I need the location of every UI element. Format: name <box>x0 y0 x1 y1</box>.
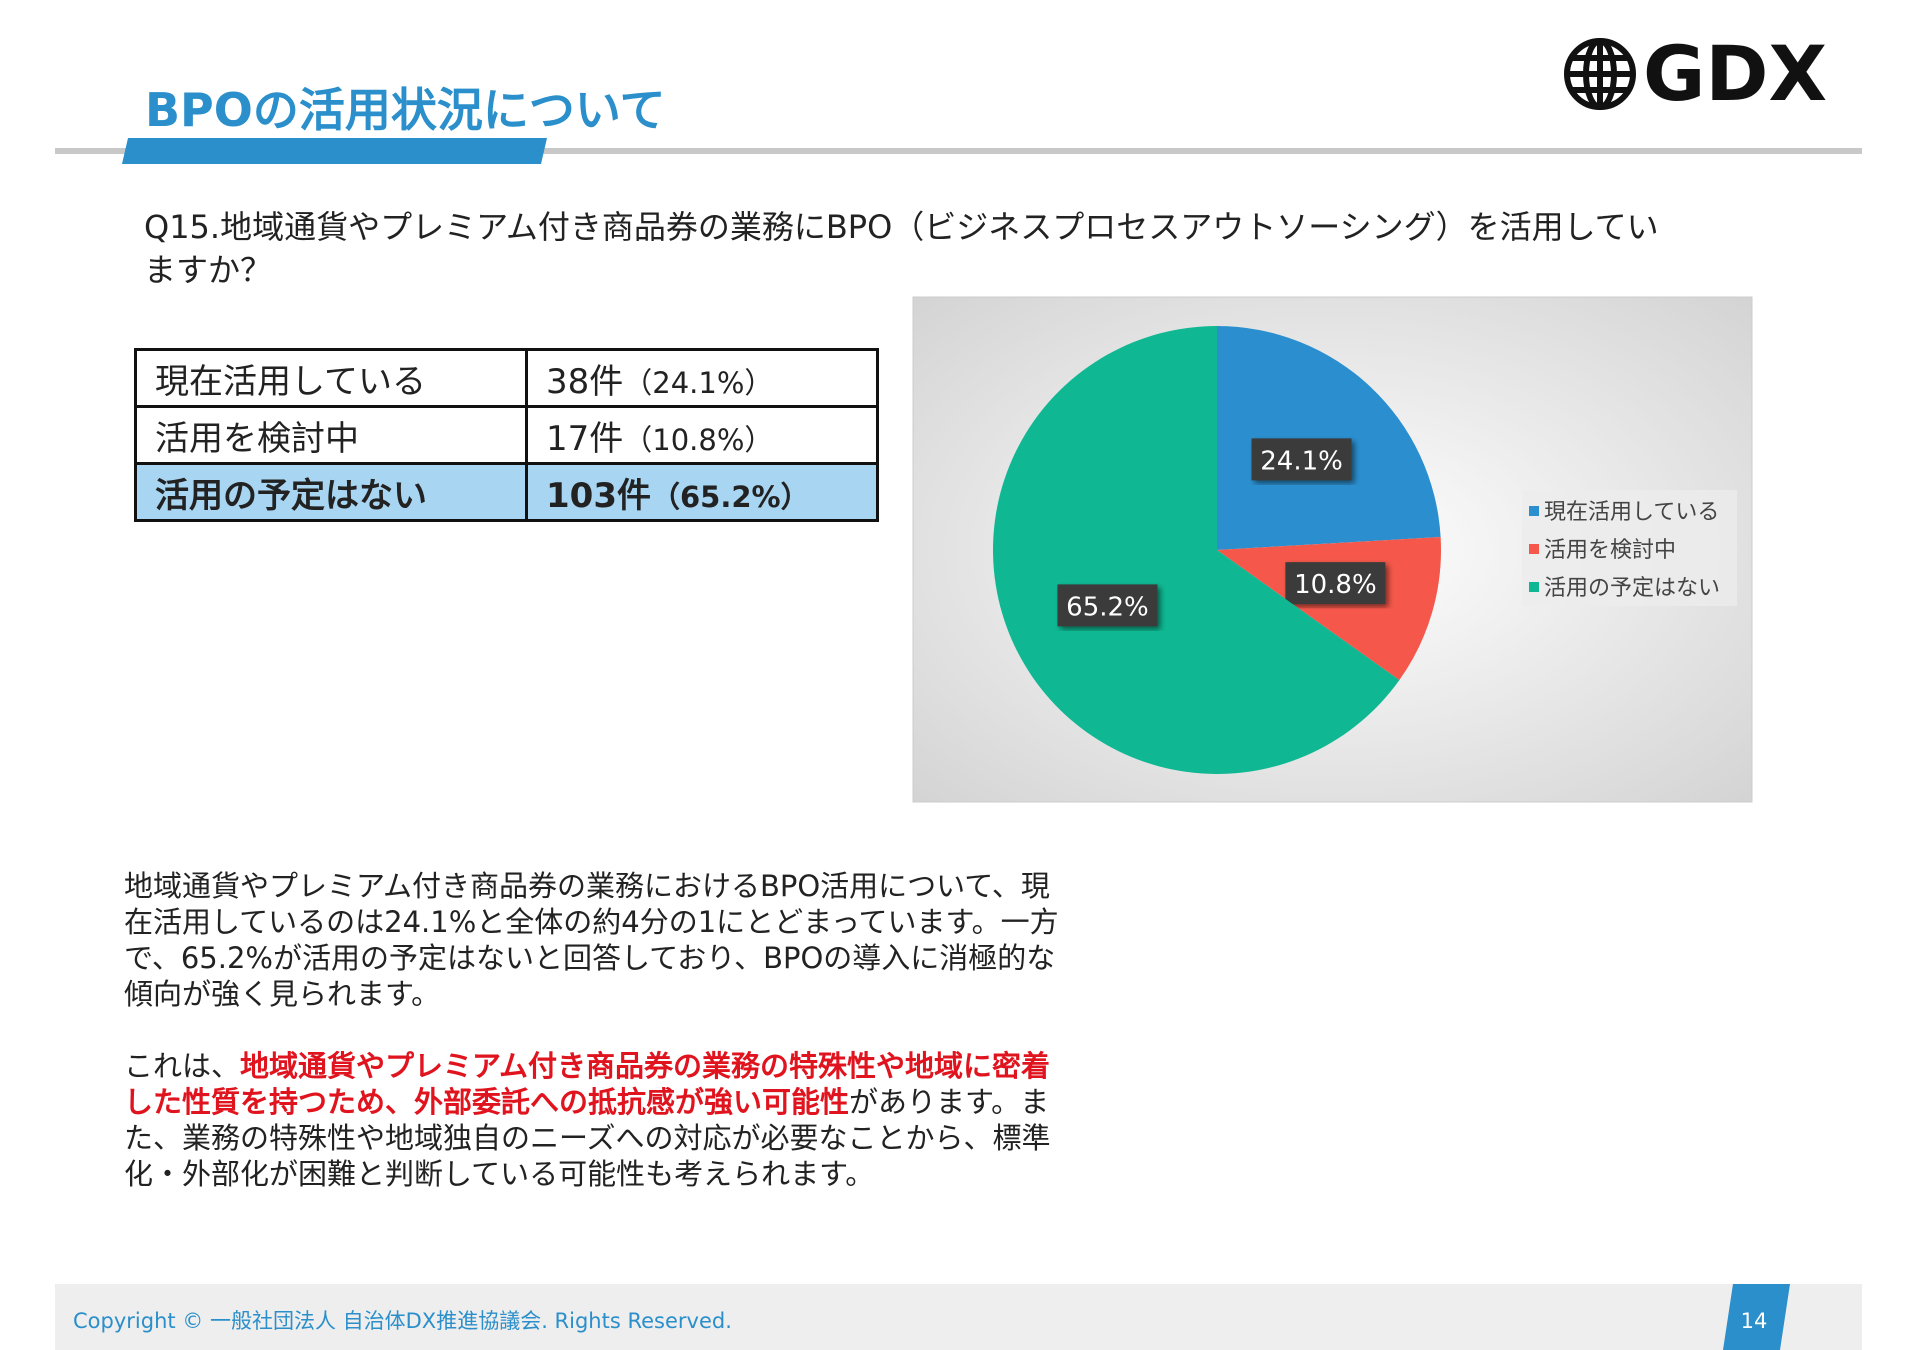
legend-label: 現在活用している <box>1544 500 1719 525</box>
logo-globe <box>1564 38 1636 110</box>
count: 103件 <box>546 475 651 516</box>
legend-box <box>1522 490 1737 606</box>
pie-slice <box>1217 326 1441 550</box>
text: があります。また、業務の特殊性や地域独自のニーズへの対応が必要なことから、標準化… <box>124 1085 1051 1191</box>
data-label-box <box>1251 438 1352 481</box>
percent: （24.1%） <box>623 365 774 400</box>
data-label: 24.1% <box>1260 446 1343 476</box>
legend-swatch <box>1529 582 1539 592</box>
pie-slice <box>992 326 1400 775</box>
text: これは、 <box>124 1049 241 1083</box>
count: 17件 <box>546 418 624 459</box>
table-cell: 現在活用している <box>134 348 528 408</box>
table-cell: 17件（10.8%） <box>525 405 879 465</box>
question: Q15.地域通貨やプレミアム付き商品券の業務にBPO（ビジネスプロセスアウトソー… <box>144 208 1659 246</box>
table-cell: 活用の予定はない <box>134 462 528 522</box>
table-cell: 103件（65.2%） <box>525 462 879 522</box>
data-label: 65.2% <box>1066 592 1149 622</box>
legend-label: 活用の予定はない <box>1544 576 1720 601</box>
question: ますか？ <box>144 251 273 289</box>
percent: （10.8%） <box>623 422 774 457</box>
legend-swatch <box>1529 544 1539 554</box>
table-cell: 38件（24.1%） <box>525 348 879 408</box>
footer-band <box>55 1284 1862 1350</box>
paragraph: これは、地域通貨やプレミアム付き商品券の業務の特殊性や地域に密着した性質を持つた… <box>124 1048 1069 1192</box>
table-cell: 活用を検討中 <box>134 405 528 465</box>
percent: （65.2%） <box>650 479 810 514</box>
count: 38件 <box>546 361 624 402</box>
body-text: 地域通貨やプレミアム付き商品券の業務におけるBPO活用について、現在活用している… <box>124 868 1069 1228</box>
table-row: 活用を検討中 17件（10.8%） <box>134 405 879 465</box>
page-badge <box>1723 1284 1790 1350</box>
data-label-box <box>1057 584 1158 627</box>
title-bar <box>122 138 547 164</box>
summary-table: 現在活用している 38件（24.1%） 活用を検討中 17件（10.8%） 活用の予定は… <box>134 348 879 522</box>
logo-text: GDX <box>1643 29 1827 118</box>
data-label-box <box>1285 562 1386 605</box>
data-label: 10.8% <box>1294 570 1377 600</box>
legend-swatch <box>1529 506 1539 516</box>
paragraph: 地域通貨やプレミアム付き商品券の業務におけるBPO活用について、現在活用している… <box>124 868 1069 1012</box>
table-row: 現在活用している 38件（24.1%） <box>134 348 879 408</box>
copyright: Copyright © 一般社団法人 自治体DX推進協議会. Rights Re… <box>73 1309 732 1333</box>
text: 地域通貨やプレミアム付き商品券の業務におけるBPO活用について、現在活用している… <box>124 869 1059 1011</box>
emphasis: 地域通貨やプレミアム付き商品券の業務の特殊性や地域に密着した性質を持つため、外部… <box>124 1049 1050 1119</box>
legend-label: 活用を検討中 <box>1544 538 1676 563</box>
page-number: 14 <box>1741 1309 1768 1333</box>
table-row: 活用の予定はない 103件（65.2%） <box>134 462 879 522</box>
header-rule <box>55 148 1862 154</box>
title: BPOの活用状況について <box>145 83 666 137</box>
